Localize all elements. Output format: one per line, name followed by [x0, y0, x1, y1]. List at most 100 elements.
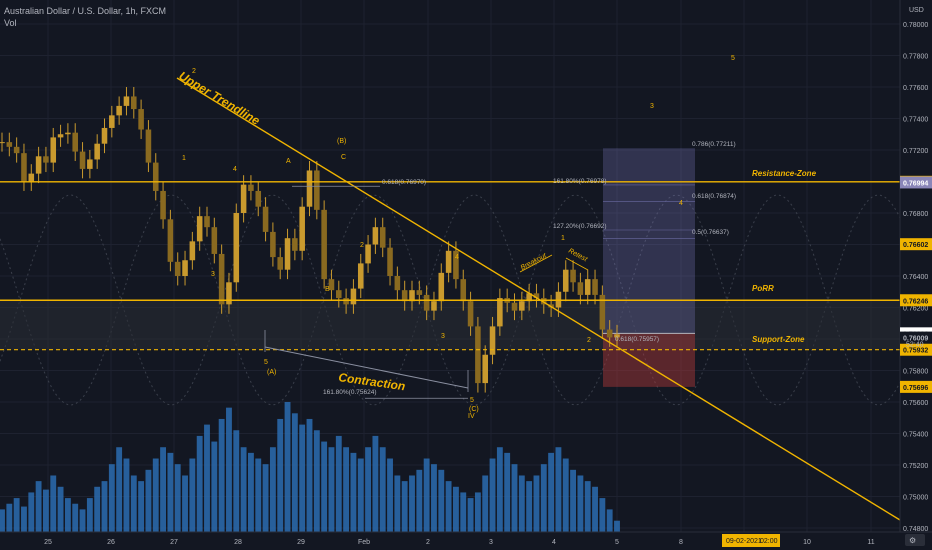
volume-bar — [248, 452, 254, 532]
volume-bar — [226, 407, 232, 532]
wave-label: 2 — [192, 68, 196, 75]
x-tick-label: 26 — [107, 539, 115, 546]
price-tag: 0.76994 — [900, 176, 932, 189]
candle-body — [584, 279, 591, 295]
candle-body — [196, 216, 203, 242]
price-axis: USD 0.78000 0.77800 0.77600 0.77400 0.77200 0.… — [899, 0, 932, 533]
y-tick-label: 0.77200 — [903, 148, 928, 155]
volume-bar — [328, 447, 335, 532]
price-tag-bg — [900, 294, 932, 307]
candle-body — [409, 290, 415, 302]
candle-body — [211, 227, 218, 254]
volume-bar — [108, 464, 115, 532]
volume-bar — [401, 481, 408, 532]
candle-body — [255, 190, 262, 207]
price-axis-bg — [900, 0, 932, 532]
candle-body — [116, 105, 122, 116]
settings-button[interactable] — [905, 534, 925, 546]
volume-bar — [101, 481, 108, 532]
volume-bar — [387, 458, 393, 532]
volume-bar — [416, 469, 423, 532]
candle-body — [131, 96, 137, 110]
candle-body — [50, 137, 57, 163]
candle-body — [87, 159, 93, 169]
candle-body — [94, 143, 100, 160]
price-tag-text: 0.75696 — [903, 385, 928, 392]
volume-bar — [86, 498, 93, 532]
candle-body — [182, 260, 188, 276]
porr-support-zone — [0, 300, 900, 350]
candle-body — [570, 269, 576, 283]
candle-body — [519, 301, 525, 311]
price-tag: 0.76602 — [900, 238, 932, 251]
volume-bar — [196, 435, 203, 532]
candle-body — [599, 294, 606, 330]
cycle-curve-lower — [0, 194, 901, 406]
volume-bar — [592, 486, 598, 532]
wave-label: IV — [468, 413, 475, 420]
volume-bar — [130, 475, 137, 532]
candle-body — [460, 279, 467, 302]
volume-bar — [409, 475, 415, 532]
candle-body — [174, 261, 181, 276]
volume-bar — [350, 452, 357, 532]
volume-bar — [496, 447, 503, 532]
price-tag-text: 0.76009 — [903, 336, 928, 343]
price-tag-bg — [900, 343, 932, 356]
candle-body — [482, 354, 488, 384]
candle-body — [299, 206, 305, 251]
symbol-title: Australian Dollar / U.S. Dollar, 1h, FXC… — [4, 6, 167, 16]
candle-body — [79, 151, 86, 169]
candle-body — [511, 302, 518, 311]
volume-bar — [262, 464, 269, 532]
volume-bar — [72, 503, 79, 532]
fib-label: 0.786(0.77211) — [692, 141, 736, 148]
candle-body — [28, 173, 35, 182]
target-zone-box — [603, 148, 695, 334]
volume-bar — [343, 447, 350, 532]
wave-label: 4 — [233, 166, 237, 173]
candle-body — [240, 184, 247, 213]
candle-body — [277, 257, 283, 270]
candle-body — [343, 298, 349, 305]
wave-label: 4 — [455, 254, 459, 261]
volume-bar — [79, 509, 86, 532]
x-tick-label: 4 — [552, 539, 556, 546]
volume-bar — [599, 498, 606, 532]
y-tick-label: 0.75800 — [903, 369, 928, 376]
volume-bar — [489, 458, 496, 532]
candle-body — [577, 282, 584, 295]
volume-bar — [123, 458, 130, 532]
price-tag-bg — [900, 331, 932, 344]
x-tick-label: 29 — [297, 539, 305, 546]
candle-body — [445, 250, 452, 273]
contraction-line — [264, 346, 469, 389]
wave-label: 3 — [650, 103, 654, 110]
price-tag: 0.76009 — [900, 331, 932, 344]
volume-bar — [540, 464, 547, 532]
volume-bar — [526, 481, 533, 532]
candle-body — [138, 109, 144, 130]
candle-body — [262, 206, 269, 232]
wave-label: 1 — [561, 235, 565, 242]
candle-body — [314, 170, 320, 210]
volume-bar — [35, 481, 42, 532]
candle-body — [226, 282, 232, 305]
resistance-zone-label: Resistance-Zone — [752, 169, 817, 178]
volume-bar — [306, 418, 313, 532]
wave-label: 5 — [470, 397, 474, 404]
volume-bar — [145, 469, 152, 532]
volume-bar — [562, 458, 569, 532]
candle-body — [394, 276, 401, 291]
upper-trendline — [176, 77, 901, 521]
fib-label: 0.5(0.76637) — [692, 229, 729, 236]
volume-bar — [460, 492, 467, 532]
porr-label: PoRR — [752, 284, 774, 293]
chart-legend: Australian Dollar / U.S. Dollar, 1h, FXC… — [4, 5, 166, 29]
candle-body — [357, 263, 364, 289]
fib-label: 0.618(0.76970) — [382, 179, 426, 186]
fib-label: 0.618(0.75957) — [615, 336, 659, 343]
x-tick-label: 25 — [44, 539, 52, 546]
volume-bar — [182, 475, 188, 532]
